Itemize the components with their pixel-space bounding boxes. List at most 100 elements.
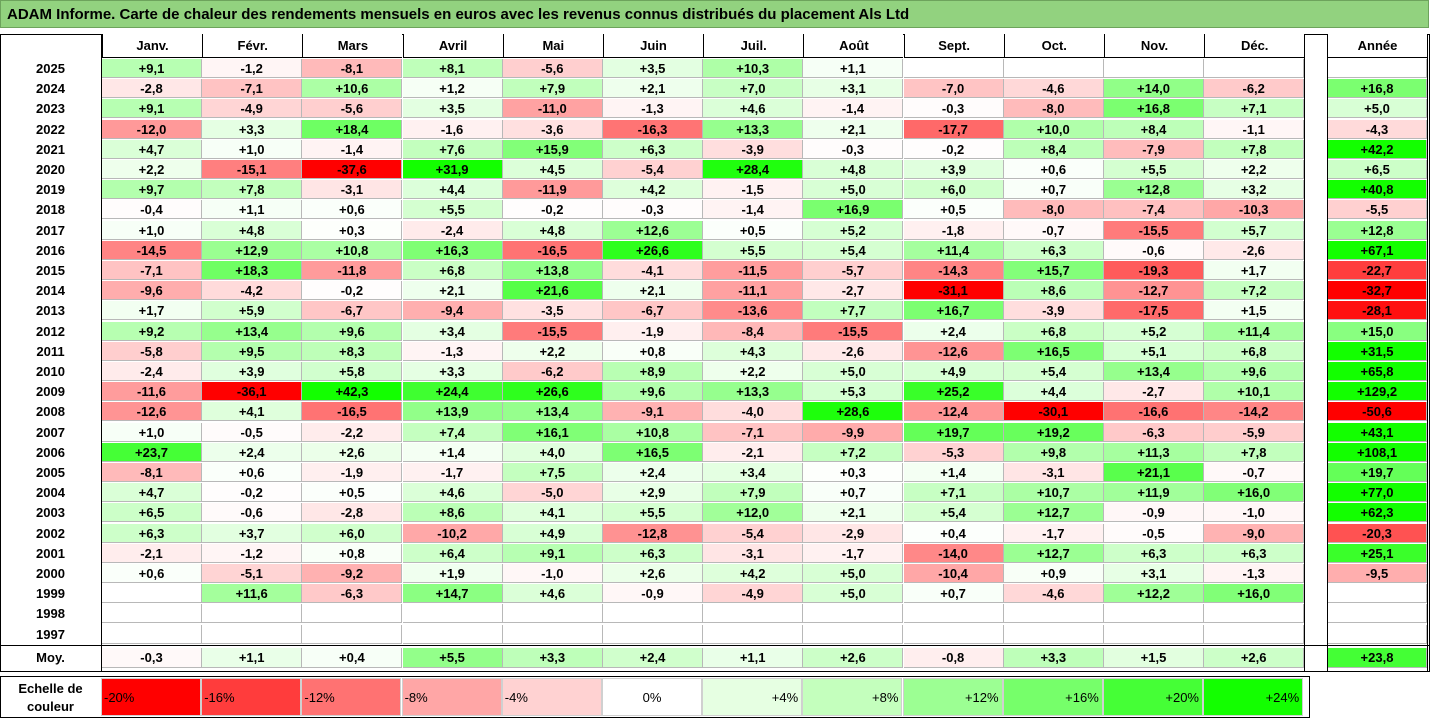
heatmap-cell: +13,3: [703, 119, 804, 139]
heatmap-cell: -12,6: [102, 402, 202, 422]
heatmap-cell: +12,8: [1104, 180, 1204, 200]
heatmap-cell: +3,9: [903, 160, 1004, 179]
heatmap-cell: -5,8: [102, 341, 202, 361]
average-annual-cell: +23,8: [1328, 648, 1427, 668]
page-title: ADAM Informe. Carte de chaleur des rende…: [0, 0, 1429, 28]
heatmap-cell: +3,2: [1204, 180, 1305, 200]
heatmap-cell: +2,6: [302, 442, 403, 462]
heatmap-cell: +12,0: [703, 503, 804, 523]
heatmap-cell: +4,4: [1003, 382, 1104, 402]
annual-cell: +15,0: [1328, 321, 1427, 341]
heatmap-cell: -0,3: [603, 200, 703, 220]
heatmap-cell: +5,0: [803, 180, 904, 200]
heatmap-cell: -1,0: [1204, 503, 1305, 523]
heatmap-cell: -15,5: [1104, 220, 1204, 240]
color-scale-step: -20%: [101, 678, 201, 716]
heatmap-cell: +2,1: [803, 503, 904, 523]
heatmap-cell: -3,6: [502, 119, 603, 139]
heatmap-cell: +42,3: [302, 382, 403, 402]
heatmap-cell: +3,9: [202, 362, 303, 381]
heatmap-cell: +8,9: [603, 362, 703, 381]
heatmap-cell: +8,3: [302, 341, 403, 361]
average-cell: -0,8: [903, 648, 1004, 668]
heatmap-cell: -2,7: [1104, 382, 1204, 402]
heatmap-cell: +1,0: [202, 139, 303, 159]
heatmap-cell: +0,3: [803, 463, 904, 482]
month-header: Nov.: [1104, 34, 1204, 58]
heatmap-cell: +5,2: [1104, 321, 1204, 341]
annual-cell: +40,8: [1328, 180, 1427, 200]
heatmap-cell: [603, 604, 703, 624]
heatmap-cell: +3,1: [803, 79, 904, 99]
heatmap-cell: +16,3: [402, 240, 503, 260]
heatmap-cell: +7,2: [1204, 281, 1305, 301]
heatmap-cell: +9,5: [202, 341, 303, 361]
heatmap-cell: +0,6: [202, 463, 303, 482]
heatmap-cell: +11,4: [903, 240, 1004, 260]
heatmap-cell: +9,7: [102, 180, 202, 200]
heatmap-cell: +2,6: [603, 564, 703, 583]
heatmap-cell: +28,4: [703, 160, 804, 179]
heatmap-cell: +4,2: [603, 180, 703, 200]
heatmap-cell: +5,5: [1104, 160, 1204, 179]
year-label: 2016: [36, 242, 65, 258]
heatmap-cell: +0,6: [1003, 160, 1104, 179]
heatmap-cell: -5,7: [803, 261, 904, 280]
heatmap-cell: -17,5: [1104, 301, 1204, 321]
heatmap-cell: -16,3: [603, 119, 703, 139]
heatmap-cell: +26,6: [502, 382, 603, 402]
heatmap-cell: +3,7: [202, 523, 303, 543]
color-scale-step: -12%: [301, 678, 402, 716]
annual-cell: -50,6: [1328, 402, 1427, 422]
heatmap-cell: +7,1: [903, 483, 1004, 503]
annual-cell: +77,0: [1328, 483, 1427, 503]
annual-cell: +12,8: [1328, 220, 1427, 240]
heatmap-cell: [302, 624, 403, 644]
color-scale-step: +16%: [1002, 678, 1103, 716]
heatmap-cell: +16,0: [1204, 584, 1305, 604]
annual-cell: +62,3: [1328, 503, 1427, 523]
heatmap-cell: +0,6: [302, 200, 403, 220]
heatmap-cell: -14,3: [903, 261, 1004, 280]
heatmap-cell: -0,2: [903, 139, 1004, 159]
heatmap-cell: +4,1: [502, 503, 603, 523]
year-label: 2014: [36, 283, 65, 299]
heatmap-cell: -1,7: [402, 463, 503, 482]
heatmap-cell: +2,2: [1204, 160, 1305, 179]
heatmap-cell: -12,7: [1104, 281, 1204, 301]
heatmap-cell: +12,9: [202, 240, 303, 260]
heatmap-cell: -30,1: [1003, 402, 1104, 422]
heatmap-cell: -1,7: [803, 543, 904, 563]
heatmap-cell: -5,4: [703, 523, 804, 543]
heatmap-cell: -10,3: [1204, 200, 1305, 220]
annual-cell: -28,1: [1328, 301, 1427, 321]
annual-cell: +5,0: [1328, 99, 1427, 119]
heatmap-cell: -16,6: [1104, 402, 1204, 422]
heatmap-cell: +5,2: [803, 220, 904, 240]
heatmap-cell: +0,4: [903, 523, 1004, 543]
heatmap-cell: +13,4: [1104, 362, 1204, 381]
year-label: 2024: [36, 81, 65, 97]
heatmap-cell: +5,4: [1003, 362, 1104, 381]
color-scale-step: -16%: [201, 678, 302, 716]
heatmap-cell: +0,8: [302, 543, 403, 563]
annual-cell: [1328, 584, 1427, 604]
average-row-divider: [0, 645, 1430, 646]
heatmap-cell: -1,9: [603, 321, 703, 341]
heatmap-cell: -16,5: [502, 240, 603, 260]
heatmap-cell: -4,1: [603, 261, 703, 280]
heatmap-cell: +11,6: [202, 584, 303, 604]
heatmap-cell: -1,4: [803, 99, 904, 119]
heatmap-cell: -8,0: [1003, 99, 1104, 119]
heatmap-cell: +4,6: [703, 99, 804, 119]
heatmap-cell: +5,0: [803, 564, 904, 583]
year-label: 2009: [36, 384, 65, 400]
heatmap-cell: -5,0: [502, 483, 603, 503]
heatmap-cell: +16,9: [803, 200, 904, 220]
heatmap-cell: -11,5: [703, 261, 804, 280]
average-cell: +1,5: [1104, 648, 1204, 668]
month-header: Sept.: [903, 34, 1004, 58]
year-label: 1997: [36, 626, 65, 642]
color-scale-step: 0%: [602, 678, 702, 716]
annual-cell: -32,7: [1328, 281, 1427, 301]
